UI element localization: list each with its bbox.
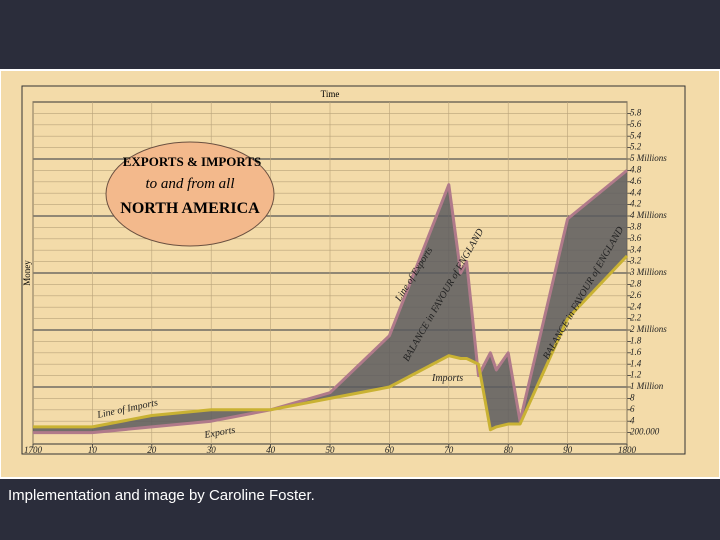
y-tick-label: 2.8 (630, 278, 642, 288)
x-tick-label: 30 (206, 445, 217, 455)
chart-title-line: NORTH AMERICA (120, 200, 260, 217)
y-tick-label: 2.2 (630, 313, 642, 323)
y-tick-label: 4 (630, 415, 635, 425)
y-tick-label: 6 (630, 404, 635, 414)
y-tick-label: 5.8 (630, 107, 642, 117)
x-tick-label: 20 (147, 445, 157, 455)
annotation: Imports (431, 373, 463, 384)
title-cartouche (105, 141, 275, 247)
x-tick-label: 60 (385, 445, 395, 455)
chart-title: EXPORTS & IMPORTS (123, 154, 262, 169)
y-axis-label: Money (22, 260, 32, 286)
y-tick-label: 3.6 (629, 233, 642, 243)
y-tick-label: 2.4 (630, 301, 642, 311)
x-tick-label: 80 (504, 445, 514, 455)
x-tick-label: 1800 (618, 445, 637, 455)
chart-frame (21, 85, 686, 455)
y-tick-label: 8 (630, 392, 635, 402)
y-tick-label: 4.2 (630, 199, 642, 209)
x-tick-label: 40 (266, 445, 276, 455)
series-line (33, 254, 629, 432)
y-tick-label: 1 Million (630, 381, 664, 391)
y-tick-label: 4.4 (630, 187, 642, 197)
y-tick-label: 2.6 (630, 290, 642, 300)
y-tick-label: 1.6 (630, 347, 642, 357)
y-tick-label: 5 Millions (630, 153, 667, 163)
caption: Implementation and image by Caroline Fos… (8, 487, 315, 504)
y-tick-label: 3.8 (629, 221, 642, 231)
x-tick-label: 90 (563, 445, 573, 455)
y-tick-label: 4 Millions (630, 210, 667, 220)
y-tick-label: 200.000 (630, 427, 660, 437)
y-tick-label: 1.2 (630, 370, 642, 380)
y-tick-label: 5.4 (630, 130, 642, 140)
y-tick-label: 5.6 (630, 119, 642, 129)
y-tick-label: 4.8 (630, 164, 642, 174)
y-tick-label: 3.4 (629, 244, 642, 254)
x-tick-label: 1700 (24, 445, 43, 455)
x-tick-label: 10 (88, 445, 98, 455)
y-tick-label: 2 Millions (630, 324, 667, 334)
x-tick-label: 70 (444, 445, 454, 455)
y-tick-label: 1.8 (630, 335, 642, 345)
y-tick-label: 3.2 (629, 256, 642, 266)
y-tick-label: 4.6 (630, 176, 642, 186)
x-tick-label: 50 (326, 445, 336, 455)
y-tick-label: 5.2 (630, 142, 642, 152)
series-line (33, 169, 628, 435)
x-axis-label: Time (321, 89, 340, 99)
chart-subtitle: to and from all (145, 176, 234, 192)
y-tick-label: 3 Millions (629, 267, 667, 277)
y-tick-label: 1.4 (630, 358, 642, 368)
